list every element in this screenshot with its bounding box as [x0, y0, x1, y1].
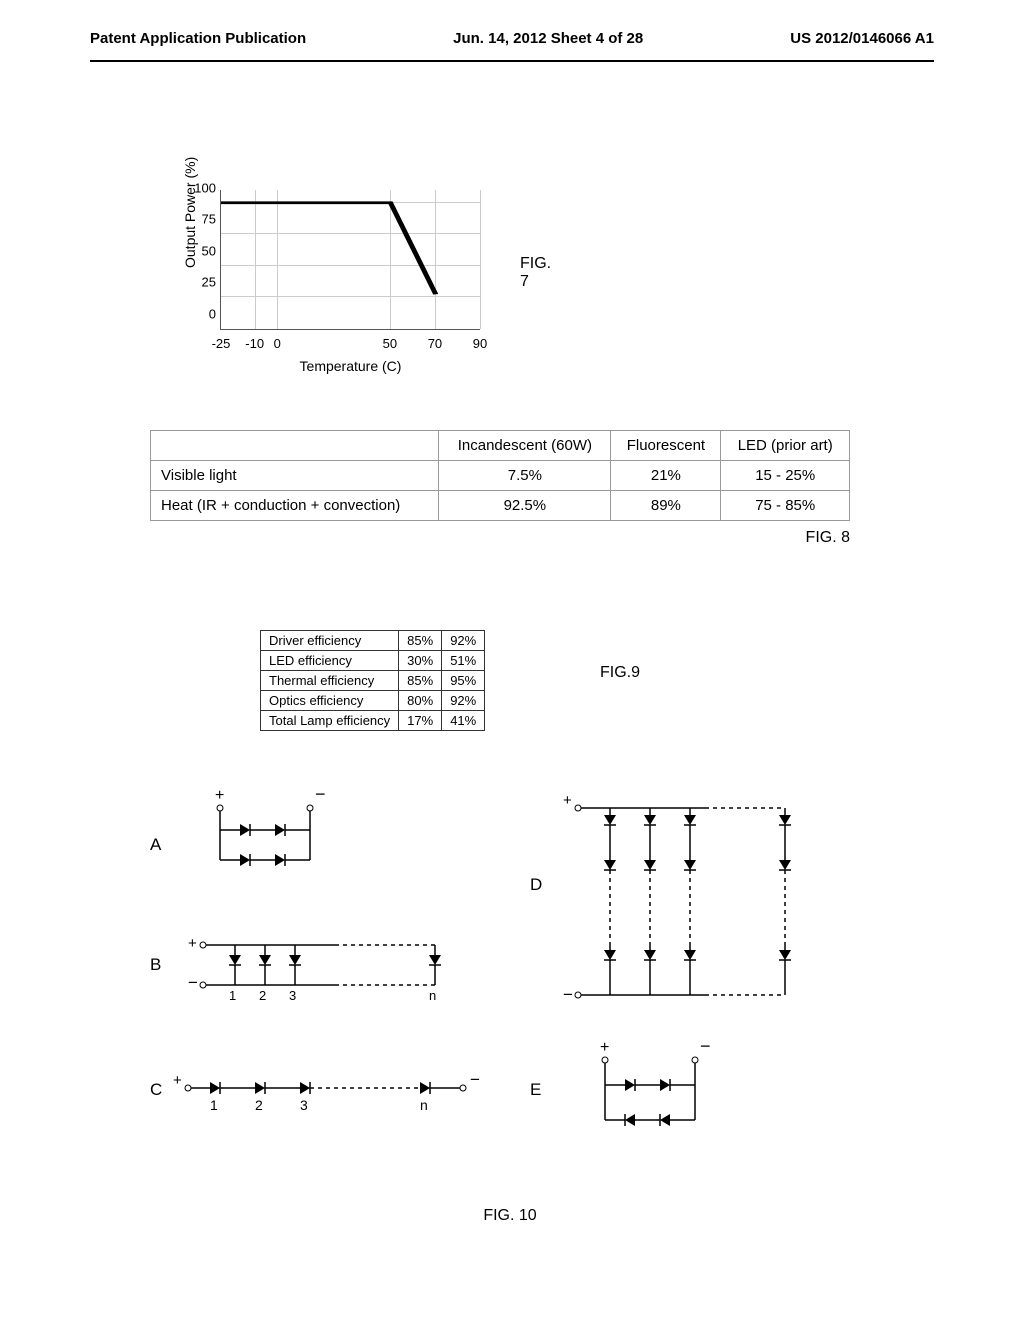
- fig8-r0c2: 21%: [611, 461, 721, 491]
- fig7-ytick: 100: [186, 180, 216, 195]
- minus-icon: −: [563, 985, 573, 1004]
- cell: 92%: [442, 691, 485, 711]
- num-label: 2: [255, 1097, 263, 1113]
- fig8-col2: Fluorescent: [611, 431, 721, 461]
- fig8-r1c3: 75 - 85%: [721, 491, 850, 521]
- fig10-label-e: E: [530, 1080, 541, 1100]
- fig8-r1c1: 92.5%: [439, 491, 611, 521]
- schematic-d: + −: [560, 790, 820, 1010]
- cell: 30%: [399, 651, 442, 671]
- fig7-xtick: 90: [473, 336, 487, 351]
- fig7-xtick: -10: [245, 336, 264, 351]
- fig8-col3: LED (prior art): [721, 431, 850, 461]
- num-label: n: [429, 988, 436, 1003]
- cell: 95%: [442, 671, 485, 691]
- page-header: Patent Application Publication Jun. 14, …: [0, 0, 1024, 55]
- fig8-r0c0: Visible light: [151, 461, 439, 491]
- plus-icon: +: [173, 1072, 182, 1089]
- fig7: Output Power (%) 0 25 50 75 100 -25 -10 …: [220, 190, 480, 330]
- fig7-plot: 0 25 50 75 100 -25 -10 0 50 70 90 Temper…: [220, 190, 480, 330]
- fig7-xtick: 70: [428, 336, 442, 351]
- fig8-col0: [151, 431, 439, 461]
- schematic-e: + −: [570, 1040, 750, 1150]
- fig7-ytick: 0: [186, 307, 216, 322]
- minus-icon: −: [470, 1070, 480, 1089]
- fig7-ytick: 75: [186, 212, 216, 227]
- cell: 85%: [399, 671, 442, 691]
- cell: 80%: [399, 691, 442, 711]
- fig10-label-a: A: [150, 835, 161, 855]
- cell: Thermal efficiency: [261, 671, 399, 691]
- fig8-r1c2: 89%: [611, 491, 721, 521]
- plus-icon: +: [600, 1040, 609, 1056]
- cell: 92%: [442, 631, 485, 651]
- fig7-xtick: -25: [212, 336, 231, 351]
- fig10-caption: FIG. 10: [483, 1207, 536, 1225]
- cell: LED efficiency: [261, 651, 399, 671]
- minus-icon: −: [188, 973, 198, 992]
- header-rule: [90, 60, 934, 62]
- plus-icon: +: [215, 790, 224, 804]
- cell: 51%: [442, 651, 485, 671]
- minus-icon: −: [315, 790, 326, 804]
- schematic-b: + − 1 2: [185, 930, 485, 1005]
- fig9: Driver efficiency85%92% LED efficiency30…: [260, 630, 485, 731]
- fig10-label-c: C: [150, 1080, 162, 1100]
- cell: Driver efficiency: [261, 631, 399, 651]
- page-content: Output Power (%) 0 25 50 75 100 -25 -10 …: [0, 90, 1024, 1320]
- fig8-col1: Incandescent (60W): [439, 431, 611, 461]
- fig10: A B C D E + −: [130, 790, 890, 1190]
- fig8-r0c3: 15 - 25%: [721, 461, 850, 491]
- fig7-line-svg: [221, 190, 481, 330]
- num-label: 1: [229, 988, 236, 1003]
- plus-icon: +: [188, 935, 197, 952]
- cell: 85%: [399, 631, 442, 651]
- fig7-xtick: 50: [383, 336, 397, 351]
- fig7-ytick: 25: [186, 275, 216, 290]
- fig7-xlabel: Temperature (C): [300, 358, 402, 374]
- num-label: 1: [210, 1097, 218, 1113]
- fig7-xtick: 0: [274, 336, 281, 351]
- cell: Total Lamp efficiency: [261, 711, 399, 731]
- fig9-table: Driver efficiency85%92% LED efficiency30…: [260, 630, 485, 731]
- fig9-caption: FIG.9: [600, 664, 640, 682]
- plus-icon: +: [563, 792, 572, 809]
- num-label: 2: [259, 988, 266, 1003]
- cell: 41%: [442, 711, 485, 731]
- fig8: Incandescent (60W) Fluorescent LED (prio…: [150, 430, 850, 547]
- fig8-table: Incandescent (60W) Fluorescent LED (prio…: [150, 430, 850, 521]
- fig8-caption: FIG. 8: [150, 529, 850, 547]
- fig7-ytick: 50: [186, 243, 216, 258]
- fig10-label-b: B: [150, 955, 161, 975]
- header-center: Jun. 14, 2012 Sheet 4 of 28: [453, 30, 643, 47]
- num-label: 3: [300, 1097, 308, 1113]
- fig8-r0c1: 7.5%: [439, 461, 611, 491]
- fig7-caption: FIG. 7: [520, 255, 551, 291]
- cell: Optics efficiency: [261, 691, 399, 711]
- minus-icon: −: [700, 1040, 711, 1056]
- schematic-c: + − 1 2 3 n: [170, 1065, 500, 1125]
- schematic-a: + −: [185, 790, 365, 900]
- cell: 17%: [399, 711, 442, 731]
- header-left: Patent Application Publication: [90, 30, 306, 47]
- num-label: 3: [289, 988, 296, 1003]
- fig8-r1c0: Heat (IR + conduction + convection): [151, 491, 439, 521]
- fig10-label-d: D: [530, 875, 542, 895]
- header-right: US 2012/0146066 A1: [790, 30, 934, 47]
- num-label: n: [420, 1097, 428, 1113]
